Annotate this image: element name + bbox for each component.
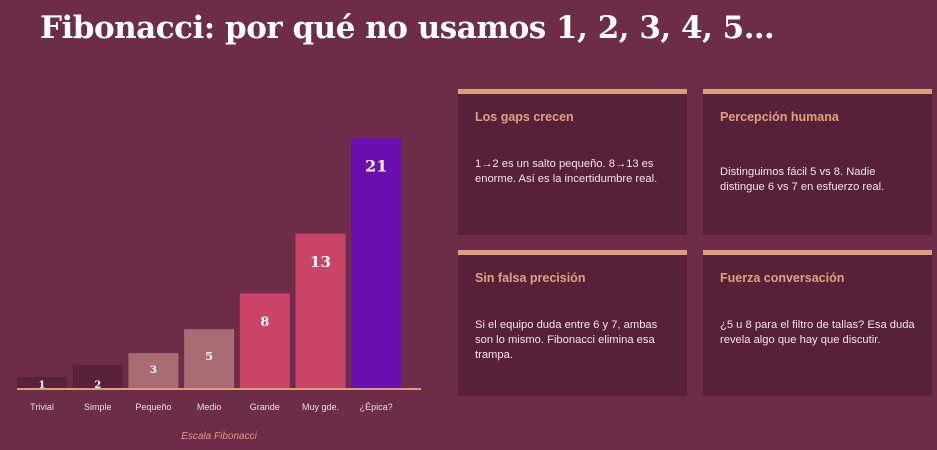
card-title: Los gaps crecen: [475, 110, 574, 124]
card-title: Percepción humana: [720, 110, 839, 124]
bar-value-label: 5: [205, 349, 213, 363]
card-title: Sin falsa precisión: [475, 271, 586, 285]
card-los-gaps-crecen: Los gaps crecen 1→2 es un salto pequeño.…: [458, 89, 687, 235]
card-body: Distinguimos fácil 5 vs 8. Nadie disting…: [720, 166, 885, 193]
bar-1: [17, 377, 67, 389]
card-body: 1→2 es un salto pequeño. 8→13 es enorme.…: [475, 158, 658, 185]
category-label: Simple: [84, 402, 112, 412]
bar-value-label: 2: [94, 380, 101, 391]
bar-value-label: 1: [39, 380, 46, 391]
card-fuerza-conversacion: Fuerza conversación ¿5 u 8 para el filtr…: [703, 250, 932, 396]
category-label: Pequeño: [135, 402, 171, 412]
bar-value-label: 21: [365, 157, 387, 176]
card-body: Si el equipo duda entre 6 y 7, ambas son…: [475, 319, 658, 361]
bar-5: [239, 293, 290, 389]
page-title: Fibonacci: por qué no usamos 1, 2, 3, 4,…: [40, 10, 775, 46]
bar-4: [184, 329, 235, 389]
card-percepcion-humana: Percepción humana Distinguimos fácil 5 v…: [703, 89, 932, 235]
category-label: Medio: [197, 402, 222, 412]
bar-value-label: 3: [150, 364, 157, 376]
fibonacci-bar-chart: 1 Trivial 2 Simple 3 Pequeño 5 Medio 8 Grande 13 Mu…: [17, 138, 421, 442]
card-sin-falsa-precision: Sin falsa precisión Si el equipo duda en…: [458, 250, 687, 396]
bar-7: [351, 138, 402, 389]
category-label: ¿Épica?: [360, 402, 393, 412]
bar-value-label: 13: [310, 253, 331, 271]
category-label: Grande: [250, 402, 280, 412]
bar-3: [128, 353, 179, 389]
x-axis-title: Escala Fibonacci: [181, 431, 257, 442]
bar-value-label: 8: [260, 315, 269, 330]
card-body: ¿5 u 8 para el filtro de tallas? Esa dud…: [720, 319, 915, 346]
bar-2: [72, 365, 123, 389]
card-title: Fuerza conversación: [720, 271, 845, 285]
category-label: Trivial: [30, 402, 54, 412]
bar-6: [295, 233, 346, 389]
category-label: Muy gde.: [302, 402, 339, 412]
